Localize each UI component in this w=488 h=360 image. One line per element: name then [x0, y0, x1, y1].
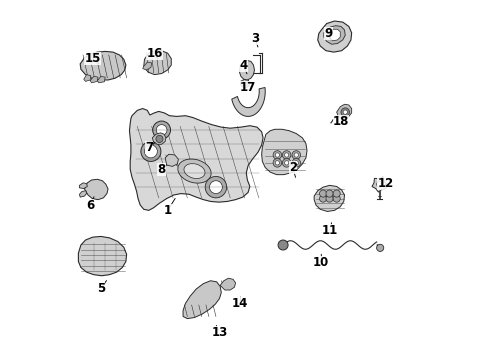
Circle shape: [284, 153, 288, 157]
Circle shape: [152, 121, 170, 139]
Polygon shape: [152, 133, 165, 144]
Polygon shape: [239, 60, 254, 80]
Circle shape: [209, 181, 222, 194]
Polygon shape: [78, 237, 126, 276]
Circle shape: [376, 181, 382, 187]
Polygon shape: [143, 51, 171, 75]
Text: 10: 10: [312, 256, 329, 269]
Circle shape: [291, 158, 300, 167]
Circle shape: [332, 190, 340, 197]
Circle shape: [141, 141, 161, 161]
Circle shape: [205, 176, 226, 198]
Text: 3: 3: [251, 32, 259, 45]
Circle shape: [376, 244, 383, 251]
Circle shape: [325, 195, 332, 202]
Polygon shape: [165, 154, 178, 166]
Text: 17: 17: [239, 81, 255, 94]
Text: 8: 8: [157, 163, 165, 176]
Polygon shape: [84, 179, 108, 200]
Text: 6: 6: [86, 198, 94, 212]
Text: 4: 4: [239, 59, 247, 72]
Circle shape: [319, 190, 326, 197]
Circle shape: [319, 195, 326, 202]
Text: 16: 16: [146, 47, 163, 60]
Polygon shape: [220, 278, 235, 290]
Text: 15: 15: [84, 52, 101, 65]
Polygon shape: [313, 185, 344, 211]
Polygon shape: [80, 183, 87, 189]
Polygon shape: [183, 281, 221, 319]
Circle shape: [332, 195, 340, 202]
Circle shape: [282, 151, 290, 159]
Circle shape: [282, 158, 290, 167]
Circle shape: [343, 110, 346, 114]
Text: 2: 2: [288, 161, 296, 174]
Circle shape: [340, 108, 349, 116]
Polygon shape: [261, 129, 306, 175]
Text: 5: 5: [97, 283, 105, 296]
Polygon shape: [80, 191, 86, 197]
Circle shape: [275, 161, 279, 165]
Circle shape: [284, 161, 288, 165]
Circle shape: [294, 161, 298, 165]
Polygon shape: [97, 76, 105, 83]
Polygon shape: [231, 87, 264, 116]
Circle shape: [294, 153, 298, 157]
Circle shape: [278, 240, 287, 250]
Text: 12: 12: [377, 177, 393, 190]
Circle shape: [156, 125, 166, 135]
Text: 18: 18: [332, 114, 348, 127]
Text: 7: 7: [145, 141, 153, 154]
Polygon shape: [371, 177, 386, 192]
Circle shape: [272, 158, 281, 167]
Circle shape: [291, 151, 300, 159]
Polygon shape: [323, 26, 345, 44]
Polygon shape: [240, 79, 249, 88]
Polygon shape: [317, 21, 351, 52]
Text: 13: 13: [211, 327, 227, 339]
Circle shape: [156, 135, 163, 143]
Polygon shape: [142, 62, 151, 70]
Text: 9: 9: [324, 27, 332, 40]
Circle shape: [144, 145, 157, 158]
Text: 14: 14: [231, 297, 247, 310]
Text: 1: 1: [163, 204, 171, 217]
Circle shape: [272, 151, 281, 159]
Circle shape: [275, 153, 279, 157]
Ellipse shape: [183, 164, 204, 179]
Polygon shape: [129, 109, 263, 210]
Polygon shape: [80, 51, 125, 80]
Polygon shape: [83, 75, 91, 81]
Polygon shape: [329, 29, 340, 41]
Text: 11: 11: [322, 224, 338, 237]
Polygon shape: [336, 104, 351, 118]
Polygon shape: [90, 76, 98, 83]
Circle shape: [325, 190, 332, 197]
Ellipse shape: [178, 159, 211, 183]
